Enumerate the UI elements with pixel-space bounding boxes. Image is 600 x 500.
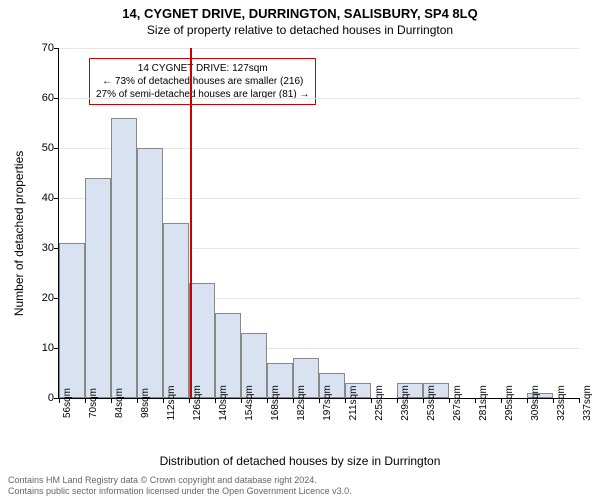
x-tick-mark bbox=[59, 398, 60, 403]
footer-line2: Contains public sector information licen… bbox=[8, 486, 592, 498]
y-tick-mark bbox=[54, 48, 59, 49]
x-tick-label: 337sqm bbox=[582, 385, 593, 421]
y-tick-mark bbox=[54, 98, 59, 99]
x-tick-mark bbox=[267, 398, 268, 403]
x-tick-label: 70sqm bbox=[88, 388, 99, 418]
annotation-line1: 14 CYGNET DRIVE: 127sqm bbox=[96, 62, 309, 75]
x-tick-mark bbox=[579, 398, 580, 403]
y-tick-mark bbox=[54, 148, 59, 149]
x-tick-mark bbox=[371, 398, 372, 403]
x-tick-label: 154sqm bbox=[244, 385, 255, 421]
x-tick-mark bbox=[553, 398, 554, 403]
histogram-bar bbox=[163, 223, 189, 398]
y-axis-label: Number of detached properties bbox=[12, 151, 26, 316]
x-tick-label: 84sqm bbox=[114, 388, 125, 418]
x-axis-label: Distribution of detached houses by size … bbox=[0, 454, 600, 468]
reference-line bbox=[190, 48, 192, 398]
footer-text: Contains HM Land Registry data © Crown c… bbox=[8, 475, 592, 498]
plot-area: 14 CYGNET DRIVE: 127sqm ← 73% of detache… bbox=[58, 48, 579, 399]
x-tick-label: 323sqm bbox=[556, 385, 567, 421]
x-tick-label: 182sqm bbox=[296, 385, 307, 421]
x-tick-mark bbox=[137, 398, 138, 403]
x-tick-mark bbox=[475, 398, 476, 403]
chart-container: 14, CYGNET DRIVE, DURRINGTON, SALISBURY,… bbox=[0, 0, 600, 500]
histogram-bar bbox=[111, 118, 137, 398]
x-tick-label: 267sqm bbox=[452, 385, 463, 421]
y-tick-mark bbox=[54, 198, 59, 199]
x-tick-label: 211sqm bbox=[348, 386, 359, 421]
x-tick-mark bbox=[501, 398, 502, 403]
x-tick-mark bbox=[111, 398, 112, 403]
x-tick-label: 197sqm bbox=[322, 385, 333, 421]
histogram-bar bbox=[137, 148, 163, 398]
x-tick-label: 309sqm bbox=[530, 385, 541, 421]
x-tick-mark bbox=[189, 398, 190, 403]
x-tick-label: 281sqm bbox=[478, 385, 489, 421]
histogram-bar bbox=[59, 243, 85, 398]
histogram-bar bbox=[85, 178, 111, 398]
chart-subtitle: Size of property relative to detached ho… bbox=[0, 21, 600, 37]
x-tick-label: 253sqm bbox=[426, 385, 437, 421]
x-tick-label: 98sqm bbox=[140, 388, 151, 418]
x-tick-label: 126sqm bbox=[192, 385, 203, 421]
x-tick-mark bbox=[241, 398, 242, 403]
x-tick-label: 225sqm bbox=[374, 385, 385, 421]
x-tick-mark bbox=[293, 398, 294, 403]
annotation-line3: 27% of semi-detached houses are larger (… bbox=[96, 88, 309, 101]
x-tick-mark bbox=[527, 398, 528, 403]
x-tick-label: 168sqm bbox=[270, 385, 281, 421]
x-tick-mark bbox=[85, 398, 86, 403]
x-tick-label: 295sqm bbox=[504, 385, 515, 421]
x-tick-mark bbox=[163, 398, 164, 403]
x-tick-label: 239sqm bbox=[400, 385, 411, 421]
x-tick-mark bbox=[423, 398, 424, 403]
x-tick-mark bbox=[449, 398, 450, 403]
x-tick-label: 140sqm bbox=[218, 385, 229, 421]
gridline bbox=[59, 98, 579, 99]
x-tick-mark bbox=[215, 398, 216, 403]
x-tick-mark bbox=[319, 398, 320, 403]
footer-line1: Contains HM Land Registry data © Crown c… bbox=[8, 475, 592, 487]
chart-title: 14, CYGNET DRIVE, DURRINGTON, SALISBURY,… bbox=[0, 0, 600, 21]
annotation-line2: ← 73% of detached houses are smaller (21… bbox=[96, 75, 309, 88]
x-tick-mark bbox=[397, 398, 398, 403]
histogram-bar bbox=[189, 283, 215, 398]
x-tick-label: 56sqm bbox=[62, 388, 73, 418]
x-tick-mark bbox=[345, 398, 346, 403]
gridline bbox=[59, 48, 579, 49]
x-tick-label: 112sqm bbox=[166, 386, 177, 421]
